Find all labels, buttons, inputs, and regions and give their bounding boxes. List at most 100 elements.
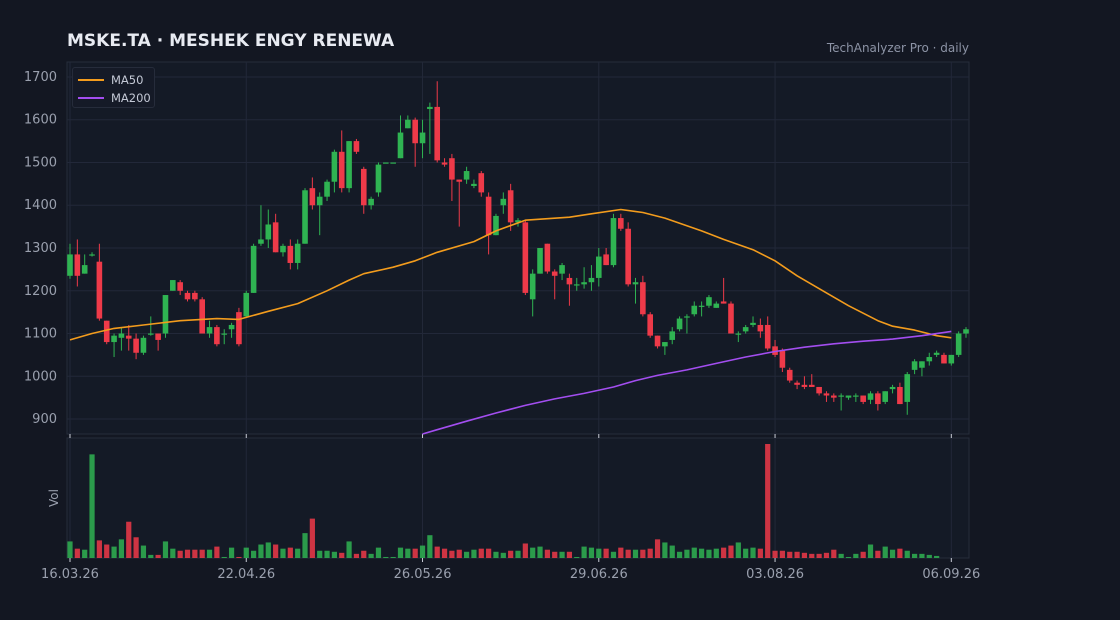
y-tick-label: 1200 (24, 284, 57, 299)
volume-bar (375, 547, 382, 558)
volume-bar (691, 547, 697, 558)
candle-body (390, 162, 396, 164)
volume-bar (228, 547, 235, 558)
candle-body (368, 198, 374, 206)
candle-body (500, 198, 507, 206)
volume-bar (89, 454, 95, 558)
candle-body (243, 292, 250, 317)
volume-bar (787, 551, 793, 558)
candle-body (948, 354, 955, 364)
volume-bar (588, 547, 595, 558)
y-tick-label: 1400 (24, 198, 57, 213)
candle-body (882, 391, 889, 402)
candle-body (595, 256, 602, 278)
candle-body (544, 243, 551, 272)
volume-bar (926, 554, 932, 558)
volume-bar (544, 549, 550, 558)
volume-bar (199, 549, 205, 558)
volume-bar (603, 548, 609, 558)
legend-label-ma200: MA200 (111, 91, 151, 105)
candle-body (764, 324, 771, 349)
legend-swatch-ma200 (78, 97, 104, 99)
volume-bar (581, 546, 587, 558)
volume-bar (478, 548, 484, 558)
candle-body (294, 243, 301, 263)
candle-body (478, 173, 485, 193)
volume-bar (801, 552, 808, 558)
volume-bar (493, 551, 499, 558)
volume-bar (258, 544, 264, 558)
candle-body (228, 324, 235, 330)
candle-body (713, 303, 720, 308)
candle-body (559, 265, 565, 274)
candle-body (287, 245, 294, 263)
volume-bar (82, 549, 88, 558)
volume-bar (882, 546, 888, 558)
volume-bar (339, 552, 345, 558)
volume-bar (390, 556, 396, 558)
volume-bar (911, 553, 918, 558)
x-tick-label: 26.05.26 (394, 567, 452, 582)
candle-body (280, 245, 286, 253)
volume-bar (456, 549, 462, 558)
volume-bar (104, 544, 110, 558)
x-tick-label: 16.03.26 (41, 567, 99, 582)
candle-body (933, 352, 940, 355)
volume-bar (251, 550, 257, 558)
candle-body (794, 382, 800, 385)
volume-bar (118, 539, 125, 558)
candle-body (103, 320, 110, 343)
candle-body (904, 374, 911, 402)
candle-body (383, 162, 389, 164)
volume-bar (302, 533, 308, 558)
candle-body (346, 141, 352, 189)
volume-bar (889, 549, 896, 558)
candle-body (515, 220, 521, 223)
ma200-line (422, 330, 952, 435)
legend-item-ma200: MA200 (73, 89, 154, 107)
candle-body (89, 254, 95, 256)
candle-body (265, 224, 272, 240)
y-tick-label: 1000 (24, 369, 57, 384)
volume-bar (280, 548, 286, 558)
candle-body (456, 179, 463, 182)
volume-bar (552, 551, 558, 558)
volume-bar (875, 550, 881, 558)
volume-bar (317, 550, 323, 558)
ma50-line (69, 208, 952, 341)
volume-bar (383, 556, 389, 558)
candle-body (463, 171, 470, 180)
candle-body (860, 395, 866, 402)
y-tick-label: 1100 (24, 327, 57, 342)
candle-body (742, 327, 749, 332)
chart-subtitle: TechAnalyzer Pro · daily (826, 41, 969, 55)
candle-body (698, 305, 705, 307)
volume-bar (486, 548, 492, 558)
volume-bar (368, 553, 374, 558)
candle-body (537, 248, 543, 274)
volume-bar (596, 548, 602, 558)
candle-body (441, 162, 448, 165)
legend-label-ma50: MA50 (111, 73, 144, 87)
volume-bar (287, 547, 293, 558)
volume-bar (221, 556, 227, 558)
candle-body (250, 245, 257, 293)
volume-bar (324, 550, 330, 558)
volume-bar (706, 549, 712, 558)
candle-body (581, 282, 587, 285)
volume-bar (96, 540, 102, 558)
candle-body (96, 261, 103, 319)
candle-body (610, 218, 617, 266)
volume-bar (243, 547, 249, 558)
candle-body (529, 273, 536, 300)
candle-body (889, 386, 896, 390)
volume-bar (162, 541, 169, 558)
candle-body (676, 318, 683, 330)
candle-body (324, 181, 330, 197)
volume-bar (67, 541, 73, 558)
volume-bar (508, 550, 514, 558)
y-tick-label: 900 (32, 412, 57, 427)
volume-bar (353, 553, 360, 558)
candle-body (353, 141, 360, 152)
